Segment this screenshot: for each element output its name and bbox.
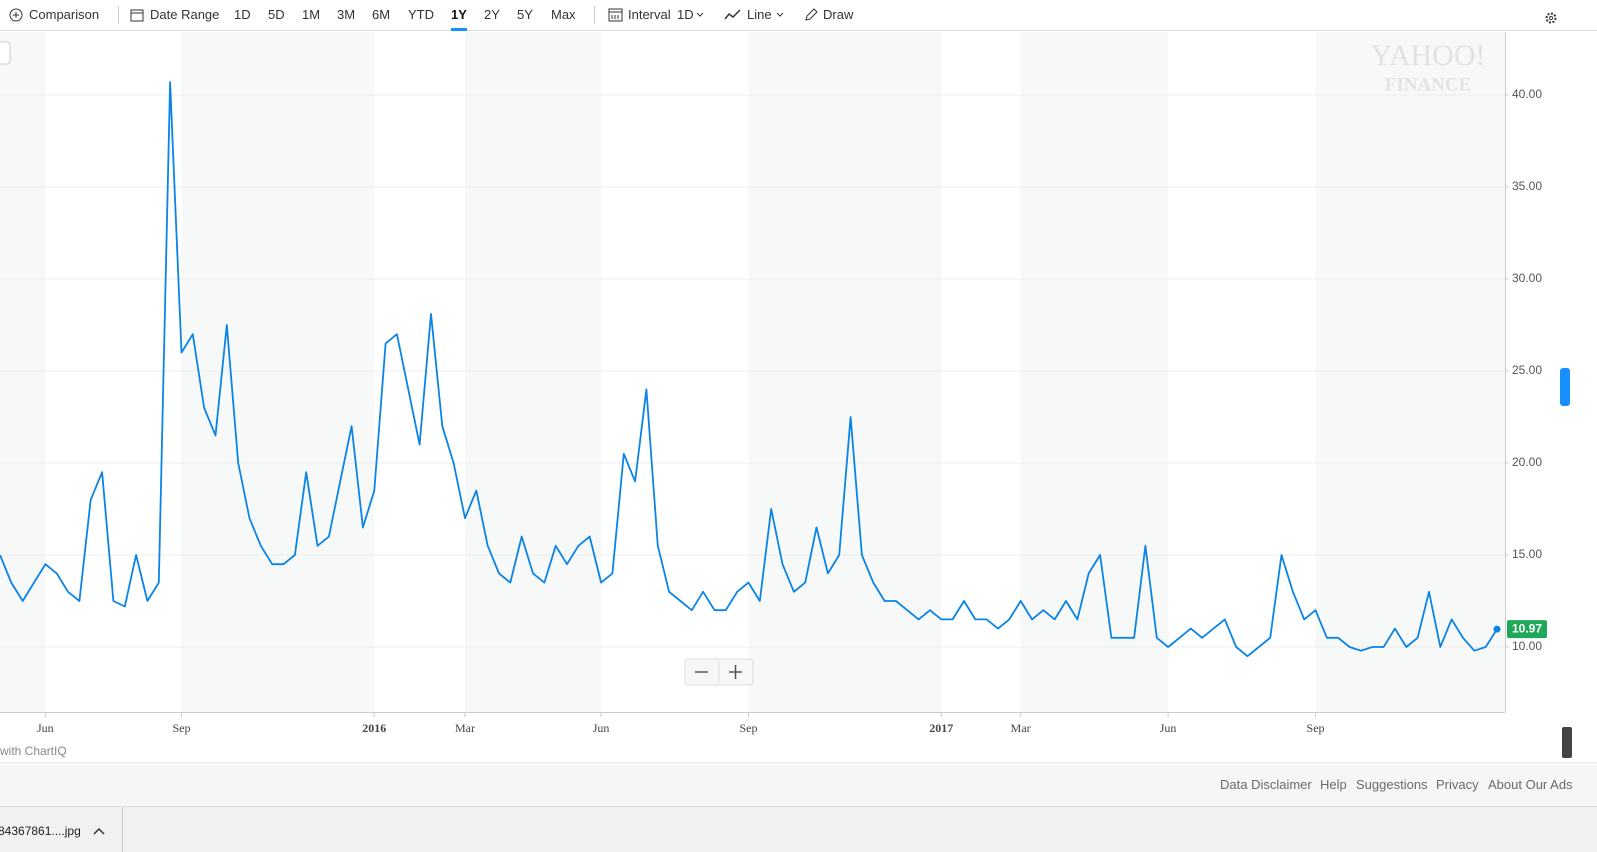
comparison-icon [9,8,23,22]
line-icon [724,9,741,20]
toolbar: Comparison Date Range Interval 1D Line D… [0,0,1597,31]
calendar-icon [130,9,144,22]
y-tick-label: 25.00 [1512,363,1542,377]
period-shade [464,32,602,712]
download-bar: 84367861....jpg [0,806,1597,852]
range-button[interactable]: 3M [337,7,356,22]
background [0,32,1506,713]
y-tick-label: 40.00 [1512,87,1542,101]
panel-button[interactable] [0,41,11,65]
y-tick-label: 10.00 [1512,639,1542,653]
footer: Data Disclaimer Help Suggestions Privacy Abo… [0,762,1597,806]
footer-link[interactable]: Data Disclaimer [1220,777,1312,792]
chevron [776,12,784,17]
interval-label: Interval [628,7,671,22]
x-tick-label: Mar [455,721,475,735]
y-tick-label: 20.00 [1512,455,1542,469]
y-tick-label: 15.00 [1512,547,1542,561]
x-tick-label: Mar [1011,721,1031,735]
y-tick-label: 35.00 [1512,179,1542,193]
footer-link[interactable]: About Our Ads [1488,777,1573,792]
period-shade [1315,32,1505,712]
x-tick-label: Sep [740,721,758,735]
download-file[interactable]: 84367861....jpg [0,824,81,838]
range-button[interactable]: 1D [234,7,251,22]
range-button[interactable]: Max [551,7,576,22]
last-point [1493,625,1501,633]
range-button[interactable]: 1M [302,7,321,22]
chart: YAHOO! FINANCE with ChartIQ 10.00 15.00 20… [0,32,1572,758]
separator [594,6,595,24]
period-shade [748,32,942,712]
credit: with ChartIQ [0,744,67,758]
x-tick-label: 2016 [362,721,386,735]
date-range-button[interactable]: Date Range [150,7,220,22]
chart-style-dropdown[interactable]: Line [747,7,772,22]
range-button[interactable]: 2Y [484,7,500,22]
draw-button[interactable]: Draw [823,7,854,22]
y-tick-label: 30.00 [1512,271,1542,285]
range-button[interactable]: 1Y [451,7,467,31]
last-price-label: 10.97 [1512,621,1542,635]
footer-link[interactable]: Help [1320,777,1347,792]
comparison-button[interactable]: Comparison [29,7,100,22]
draw-icon [805,8,818,21]
x-tick-label: Jun [37,721,54,735]
x-tick-label: Sep [1307,721,1325,735]
period-shade [1020,32,1169,712]
range-button[interactable]: YTD [408,7,434,22]
x-tick-label: 2017 [929,721,953,735]
period-shade [181,32,375,712]
separator [118,6,119,24]
chevron-up[interactable] [93,827,105,835]
separator [122,807,123,852]
interval-dropdown[interactable]: 1D [677,7,694,22]
range-button[interactable]: 5D [268,7,285,22]
side-tab[interactable] [1560,368,1570,406]
chevron [696,12,704,17]
scroll-handle[interactable] [1562,727,1572,758]
range-button[interactable]: 5Y [517,7,533,22]
x-tick-label: Jun [593,721,610,735]
x-tick-label: Sep [172,721,190,735]
interval-icon [608,8,623,22]
last-price-badge [1507,620,1547,639]
price-line [0,81,1498,658]
watermark-yahoo: YAHOO! [1371,39,1486,72]
range-button[interactable]: 6M [372,7,391,22]
settings-icon[interactable] [1544,11,1558,25]
period-shade [0,32,46,712]
footer-link[interactable]: Suggestions [1356,777,1428,792]
x-tick-label: Jun [1160,721,1177,735]
footer-link[interactable]: Privacy [1436,777,1479,792]
watermark-finance: FINANCE [1385,74,1472,95]
